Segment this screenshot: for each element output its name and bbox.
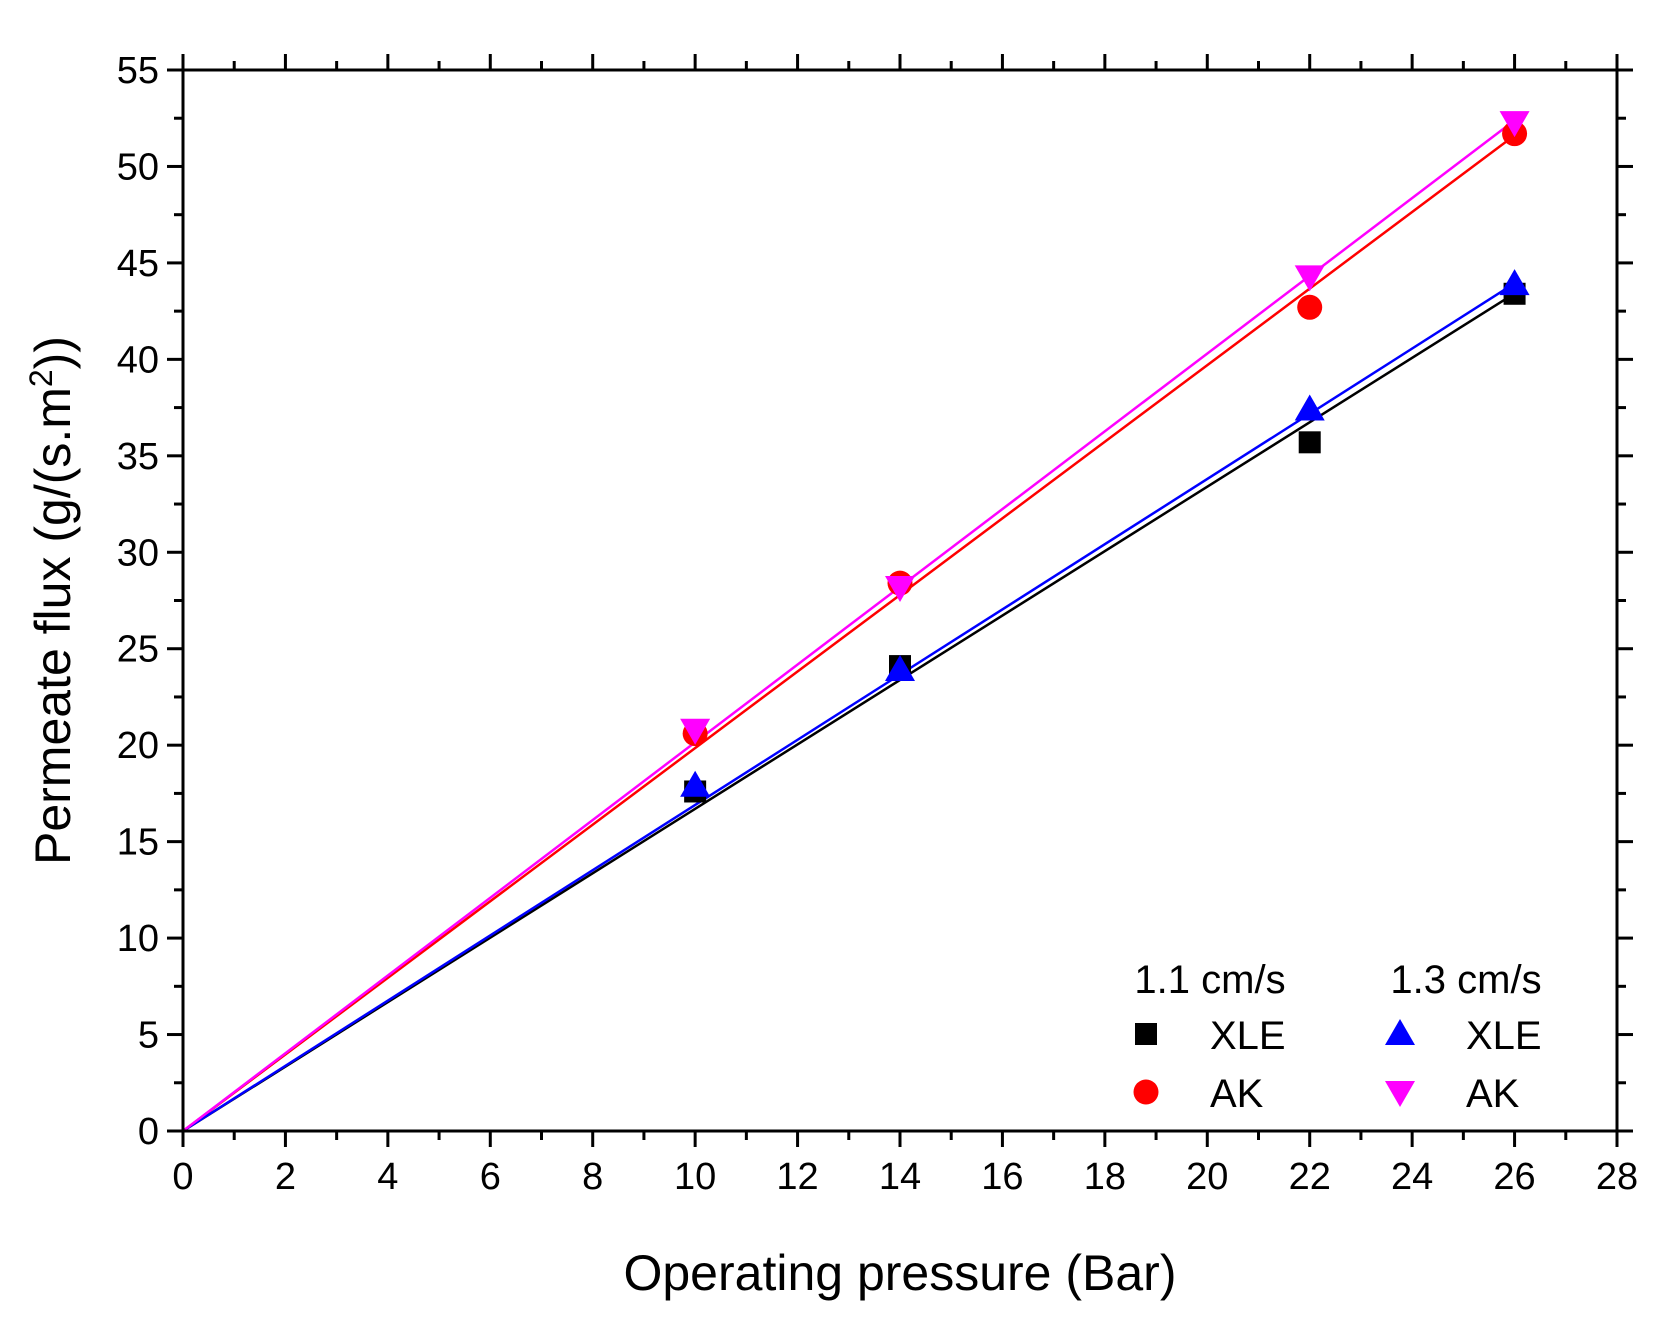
y-tick-label: 15 (117, 822, 159, 864)
y-axis-tick-labels: 0 5 10 15 20 25 30 35 40 45 50 55 (117, 50, 159, 1153)
data-point-s0-p2 (1298, 431, 1321, 454)
x-tick-label: 28 (1596, 1156, 1638, 1198)
legend-label-3: AK (1466, 1072, 1520, 1116)
y-axis-title-suffix: )) (25, 336, 81, 369)
x-tick-label: 20 (1186, 1156, 1228, 1198)
y-tick-label: 5 (138, 1015, 159, 1057)
y-tick-label: 10 (117, 918, 159, 960)
x-axis-tick-labels: 0 2 4 6 8 10 12 14 16 18 20 22 24 26 28 (172, 1156, 1638, 1198)
legend-label-0: XLE (1210, 1014, 1286, 1058)
y-tick-label: 40 (117, 339, 159, 381)
legend-marker-1 (1133, 1079, 1159, 1105)
legend-entries: XLE AK XLE AK (1133, 1014, 1542, 1116)
y-tick-label: 55 (117, 50, 159, 92)
y-tick-label: 20 (117, 725, 159, 767)
data-point-s3-p3 (1499, 111, 1530, 138)
x-tick-label: 8 (582, 1156, 603, 1198)
legend-marker-3 (1385, 1081, 1415, 1107)
y-tick-label: 0 (138, 1111, 159, 1153)
y-axis-ticks (167, 68, 1633, 1133)
y-tick-label: 45 (117, 243, 159, 285)
x-axis-ticks (181, 54, 1619, 1147)
data-point-s1-p2 (1297, 294, 1323, 320)
x-tick-label: 18 (1084, 1156, 1126, 1198)
data-point-s3-p1 (885, 575, 915, 602)
y-tick-label: 25 (117, 629, 159, 671)
x-tick-label: 22 (1289, 1156, 1331, 1198)
x-tick-label: 6 (480, 1156, 501, 1198)
x-tick-label: 4 (377, 1156, 398, 1198)
legend-marker-2 (1385, 1019, 1415, 1045)
x-axis-title: Operating pressure (Bar) (623, 1245, 1176, 1301)
legend-label-1: AK (1210, 1072, 1264, 1116)
legend-group-title-1-1: 1.1 cm/s (1134, 958, 1285, 1002)
x-tick-label: 2 (275, 1156, 296, 1198)
legend-group-title-1-3: 1.3 cm/s (1390, 958, 1541, 1002)
x-tick-label: 12 (776, 1156, 818, 1198)
x-tick-label: 16 (981, 1156, 1023, 1198)
fit-lines (182, 119, 1516, 1133)
y-tick-label: 50 (117, 146, 159, 188)
x-tick-label: 24 (1391, 1156, 1433, 1198)
data-point-s2-p2 (1294, 394, 1325, 421)
x-tick-label: 10 (674, 1156, 716, 1198)
data-point-s2-p1 (885, 654, 915, 681)
data-point-s2-p3 (1499, 269, 1530, 296)
y-axis-title-superscript: 2 (23, 369, 59, 387)
legend: 1.1 cm/s 1.3 cm/s XLE AK XLE AK (1133, 958, 1542, 1116)
data-point-s2-p0 (680, 770, 711, 797)
y-tick-label: 35 (117, 436, 159, 478)
x-tick-label: 0 (172, 1156, 193, 1198)
data-markers (680, 111, 1530, 803)
y-axis-title-prefix: Permeate flux (g/(s.m (25, 387, 81, 865)
data-point-s3-p0 (680, 718, 711, 745)
fit-line-3 (182, 119, 1516, 1132)
x-tick-label: 26 (1493, 1156, 1535, 1198)
legend-label-2: XLE (1466, 1014, 1542, 1058)
y-tick-label: 30 (117, 532, 159, 574)
fit-line-0 (182, 292, 1516, 1133)
y-axis-title: Permeate flux (g/(s.m2)) (23, 336, 81, 865)
fit-line-1 (182, 134, 1516, 1133)
x-tick-label: 14 (879, 1156, 921, 1198)
data-point-s3-p2 (1294, 265, 1325, 292)
legend-marker-0 (1135, 1023, 1157, 1045)
fit-line-2 (182, 282, 1516, 1133)
